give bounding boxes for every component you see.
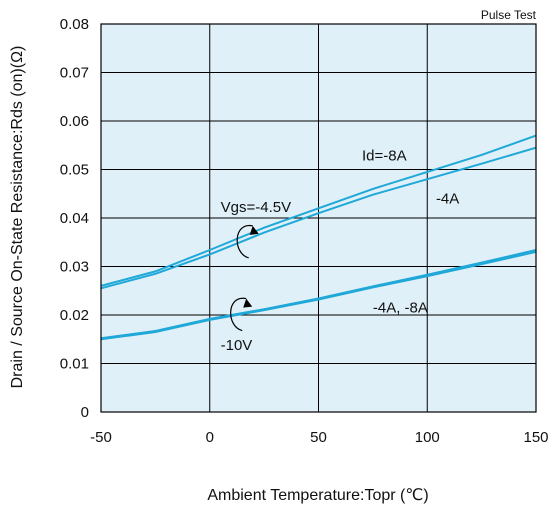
annotations: Id=-8A -4A Vgs=-4.5V -4A, -8A -10V <box>221 147 460 354</box>
x-tick-label: 150 <box>523 429 548 446</box>
y-tick-label: 0.03 <box>60 259 89 276</box>
arrow-head <box>243 298 253 308</box>
y-tick-label: 0.04 <box>60 210 89 227</box>
annotation-label: Vgs=-4.5V <box>221 199 291 216</box>
annotation-label: -10V <box>221 337 253 354</box>
y-tick-label: 0 <box>81 404 89 421</box>
y-tick-label: 0.02 <box>60 307 89 324</box>
y-tick-label: 0.06 <box>60 113 89 130</box>
plot-border <box>100 23 537 413</box>
pulse-test-note: Pulse Test <box>481 8 537 22</box>
y-tick-label: 0.01 <box>60 356 89 373</box>
x-axis-ticks: -50 0 50 100 150 <box>90 429 548 446</box>
rotation-arrows <box>230 225 259 332</box>
x-tick-label: 50 <box>310 429 327 446</box>
annotation-label: Id=-8A <box>362 147 407 164</box>
rotation-arrow <box>236 225 253 259</box>
annotation-label: -4A, -8A <box>373 300 428 317</box>
x-tick-label: 100 <box>415 429 440 446</box>
annotation-label: -4A <box>436 190 459 207</box>
series-lines <box>100 134 537 341</box>
y-axis-ticks: 0 0.01 0.02 0.03 0.04 0.05 0.06 0.07 0.08 <box>60 16 89 421</box>
series-line-4 <box>100 249 537 340</box>
x-axis-label: Ambient Temperature:Topr (℃) <box>207 487 428 504</box>
x-tick-label: -50 <box>90 429 112 446</box>
arrow-head <box>249 225 259 235</box>
y-tick-label: 0.08 <box>60 16 89 33</box>
rotation-arrow <box>230 297 247 332</box>
x-tick-label: 0 <box>206 429 214 446</box>
series-line-1 <box>100 134 537 287</box>
y-axis-label: Drain / Source On-State Resistance:Rds (… <box>9 46 26 389</box>
y-tick-label: 0.07 <box>60 65 89 82</box>
series-line-2 <box>100 146 537 290</box>
y-tick-label: 0.05 <box>60 162 89 179</box>
